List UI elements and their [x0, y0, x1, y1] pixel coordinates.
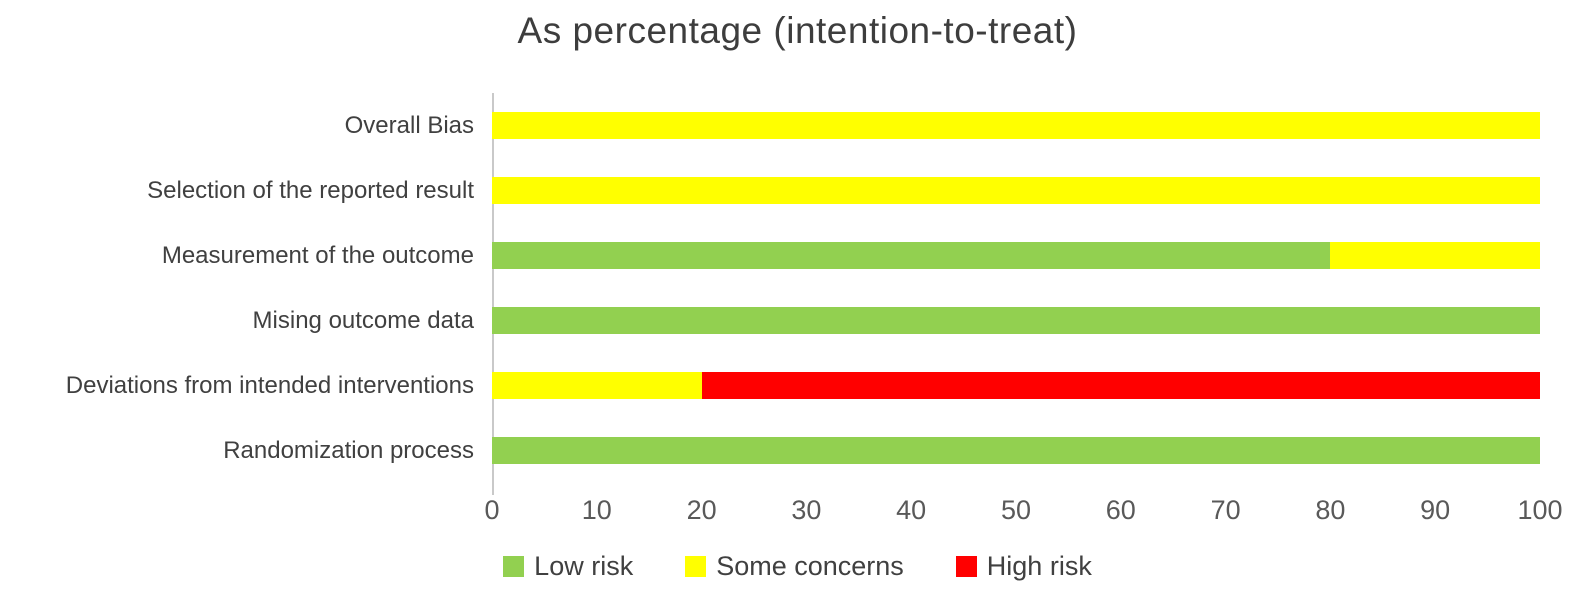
legend-swatch-icon: [685, 556, 707, 577]
x-tick-label: 0: [484, 495, 500, 525]
x-tick-label: 70: [1210, 495, 1241, 525]
legend: Low risk Some concerns High risk: [0, 551, 1595, 582]
bar-row: Overall Bias: [0, 93, 1540, 158]
legend-item-high-risk: High risk: [955, 551, 1092, 582]
bar-segment-some-concerns: [492, 177, 1540, 204]
x-tick-label: 10: [581, 495, 612, 525]
bar-segment-high-risk: [701, 372, 1540, 399]
x-tick-label: 30: [791, 495, 822, 525]
legend-item-low-risk: Low risk: [503, 551, 633, 582]
bar-row: Deviations from intended interventions: [0, 353, 1540, 418]
bar-segment-low-risk: [492, 242, 1331, 269]
legend-swatch-icon: [503, 556, 525, 577]
bar-row: Randomization process: [0, 418, 1540, 483]
x-tick-label: 20: [686, 495, 717, 525]
bar-track: [492, 177, 1540, 204]
bar-segment-some-concerns: [492, 112, 1540, 139]
bar-segment-low-risk: [492, 307, 1540, 334]
category-label: Measurement of the outcome: [161, 241, 474, 269]
category-label: Randomization process: [223, 436, 474, 464]
x-tick-label: 50: [1000, 495, 1032, 525]
x-tick-label: 80: [1315, 495, 1346, 525]
x-tick-label: 60: [1105, 495, 1136, 525]
legend-swatch-icon: [955, 556, 977, 577]
bar-track: [492, 112, 1540, 139]
y-axis-line: [492, 93, 494, 495]
bar-segment-some-concerns: [492, 372, 702, 399]
category-label: Deviations from intended interventions: [65, 371, 474, 399]
legend-label: Low risk: [534, 551, 634, 581]
x-tick-label: 40: [896, 495, 927, 525]
bar-track: [492, 242, 1540, 269]
bar-segment-low-risk: [492, 437, 1540, 464]
bar-segment-some-concerns: [1330, 242, 1540, 269]
bar-row: Measurement of the outcome: [0, 223, 1540, 288]
x-tick-label: 90: [1420, 495, 1451, 525]
category-label: Mising outcome data: [252, 306, 474, 334]
legend-label: Some concerns: [716, 551, 904, 581]
legend-item-some-concerns: Some concerns: [685, 551, 904, 582]
bar-track: [492, 437, 1540, 464]
bar-track: [492, 307, 1540, 334]
x-tick-label: 100: [1517, 495, 1563, 525]
chart-title: As percentage (intention-to-treat): [517, 10, 1078, 51]
bar-row: Selection of the reported result: [0, 158, 1540, 223]
x-axis: 0 10 20 30 40 50 60 70 80 90 100: [484, 483, 1562, 535]
plot-area: Overall Bias Selection of the reported re…: [0, 93, 1540, 495]
category-label: Overall Bias: [344, 111, 474, 139]
bar-row: Mising outcome data: [0, 288, 1540, 353]
category-label: Selection of the reported result: [147, 176, 474, 204]
bar-track: [492, 372, 1540, 399]
legend-label: High risk: [986, 551, 1092, 581]
